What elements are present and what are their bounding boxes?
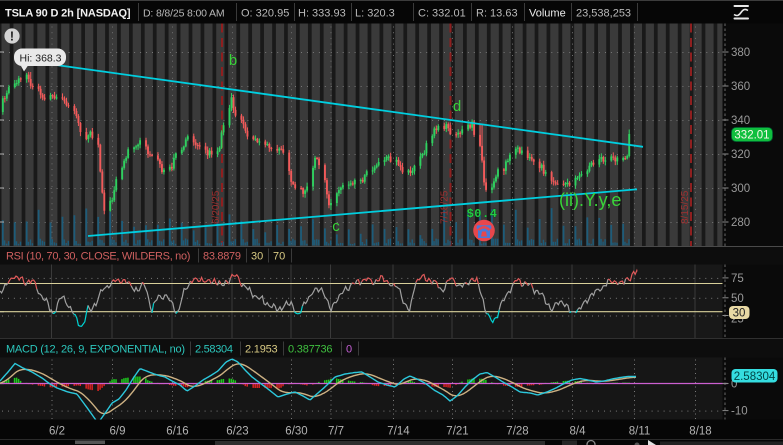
- svg-text:Hi: 368.3: Hi: 368.3: [20, 53, 62, 65]
- svg-text:2.1953: 2.1953: [245, 344, 278, 356]
- svg-text:8/18: 8/18: [689, 426, 711, 438]
- svg-text:O: 320.95: O: 320.95: [241, 8, 289, 20]
- svg-text:D: 8/8/25 8:00 AM: D: 8/8/25 8:00 AM: [143, 8, 225, 20]
- svg-text:7/14: 7/14: [387, 426, 410, 438]
- svg-text:$0.4: $0.4: [467, 207, 498, 221]
- svg-text:H: 333.93: H: 333.93: [298, 8, 346, 20]
- svg-text:(ii).Y.y,e: (ii).Y.y,e: [559, 190, 621, 210]
- svg-text:320: 320: [731, 149, 750, 161]
- svg-text:6/30: 6/30: [285, 426, 307, 438]
- svg-text:7/7: 7/7: [328, 426, 344, 438]
- svg-text:R: 13.63: R: 13.63: [476, 8, 518, 20]
- svg-text:6/16: 6/16: [166, 426, 188, 438]
- svg-text:TSLA 90 D 2h [NASDAQ]: TSLA 90 D 2h [NASDAQ]: [5, 8, 131, 20]
- svg-text:C: 332.01: C: 332.01: [418, 8, 466, 20]
- svg-text:7/18/25: 7/18/25: [440, 190, 451, 224]
- svg-text:8/15/25: 8/15/25: [680, 190, 691, 224]
- svg-text:d: d: [453, 98, 461, 115]
- svg-text:Volume: Volume: [529, 8, 566, 20]
- svg-text:7/28: 7/28: [506, 426, 528, 438]
- svg-text:332.01: 332.01: [734, 130, 769, 142]
- svg-text:RSI (10, 70, 30, CLOSE, WILDER: RSI (10, 70, 30, CLOSE, WILDERS, no): [6, 251, 190, 263]
- svg-text:MACD (12, 26, 9, EXPONENTIAL,: MACD (12, 26, 9, EXPONENTIAL, no): [6, 344, 185, 356]
- svg-text:50: 50: [731, 293, 744, 305]
- svg-text:-10: -10: [731, 406, 748, 418]
- svg-text:83.8879: 83.8879: [203, 251, 241, 263]
- svg-text:6/9: 6/9: [110, 426, 126, 438]
- svg-text:0.387736: 0.387736: [288, 344, 332, 356]
- svg-text:2.58304: 2.58304: [734, 371, 776, 383]
- svg-text:0: 0: [731, 379, 737, 391]
- svg-text:23,538,253: 23,538,253: [576, 8, 631, 20]
- svg-text:c: c: [332, 218, 340, 235]
- svg-text:6/20/25: 6/20/25: [211, 190, 222, 224]
- svg-text:30: 30: [733, 308, 746, 320]
- svg-text:280: 280: [731, 217, 750, 229]
- svg-text:!: !: [10, 30, 14, 44]
- svg-text:8/11: 8/11: [629, 426, 651, 438]
- svg-text:7/21: 7/21: [446, 426, 468, 438]
- svg-text:0: 0: [346, 344, 352, 356]
- svg-text:6/2: 6/2: [49, 426, 65, 438]
- svg-text:380: 380: [731, 47, 750, 59]
- svg-text:2.58304: 2.58304: [195, 344, 233, 356]
- svg-text:300: 300: [731, 183, 750, 195]
- svg-text:75: 75: [731, 273, 744, 285]
- svg-text:30: 30: [251, 251, 263, 263]
- svg-text:6/23: 6/23: [226, 426, 248, 438]
- svg-text:8/4: 8/4: [570, 426, 587, 438]
- svg-text:b: b: [229, 52, 237, 69]
- svg-text:360: 360: [731, 81, 750, 93]
- svg-text:340: 340: [731, 115, 750, 127]
- svg-text:L: 320.3: L: 320.3: [355, 8, 395, 20]
- svg-text:70: 70: [273, 251, 285, 263]
